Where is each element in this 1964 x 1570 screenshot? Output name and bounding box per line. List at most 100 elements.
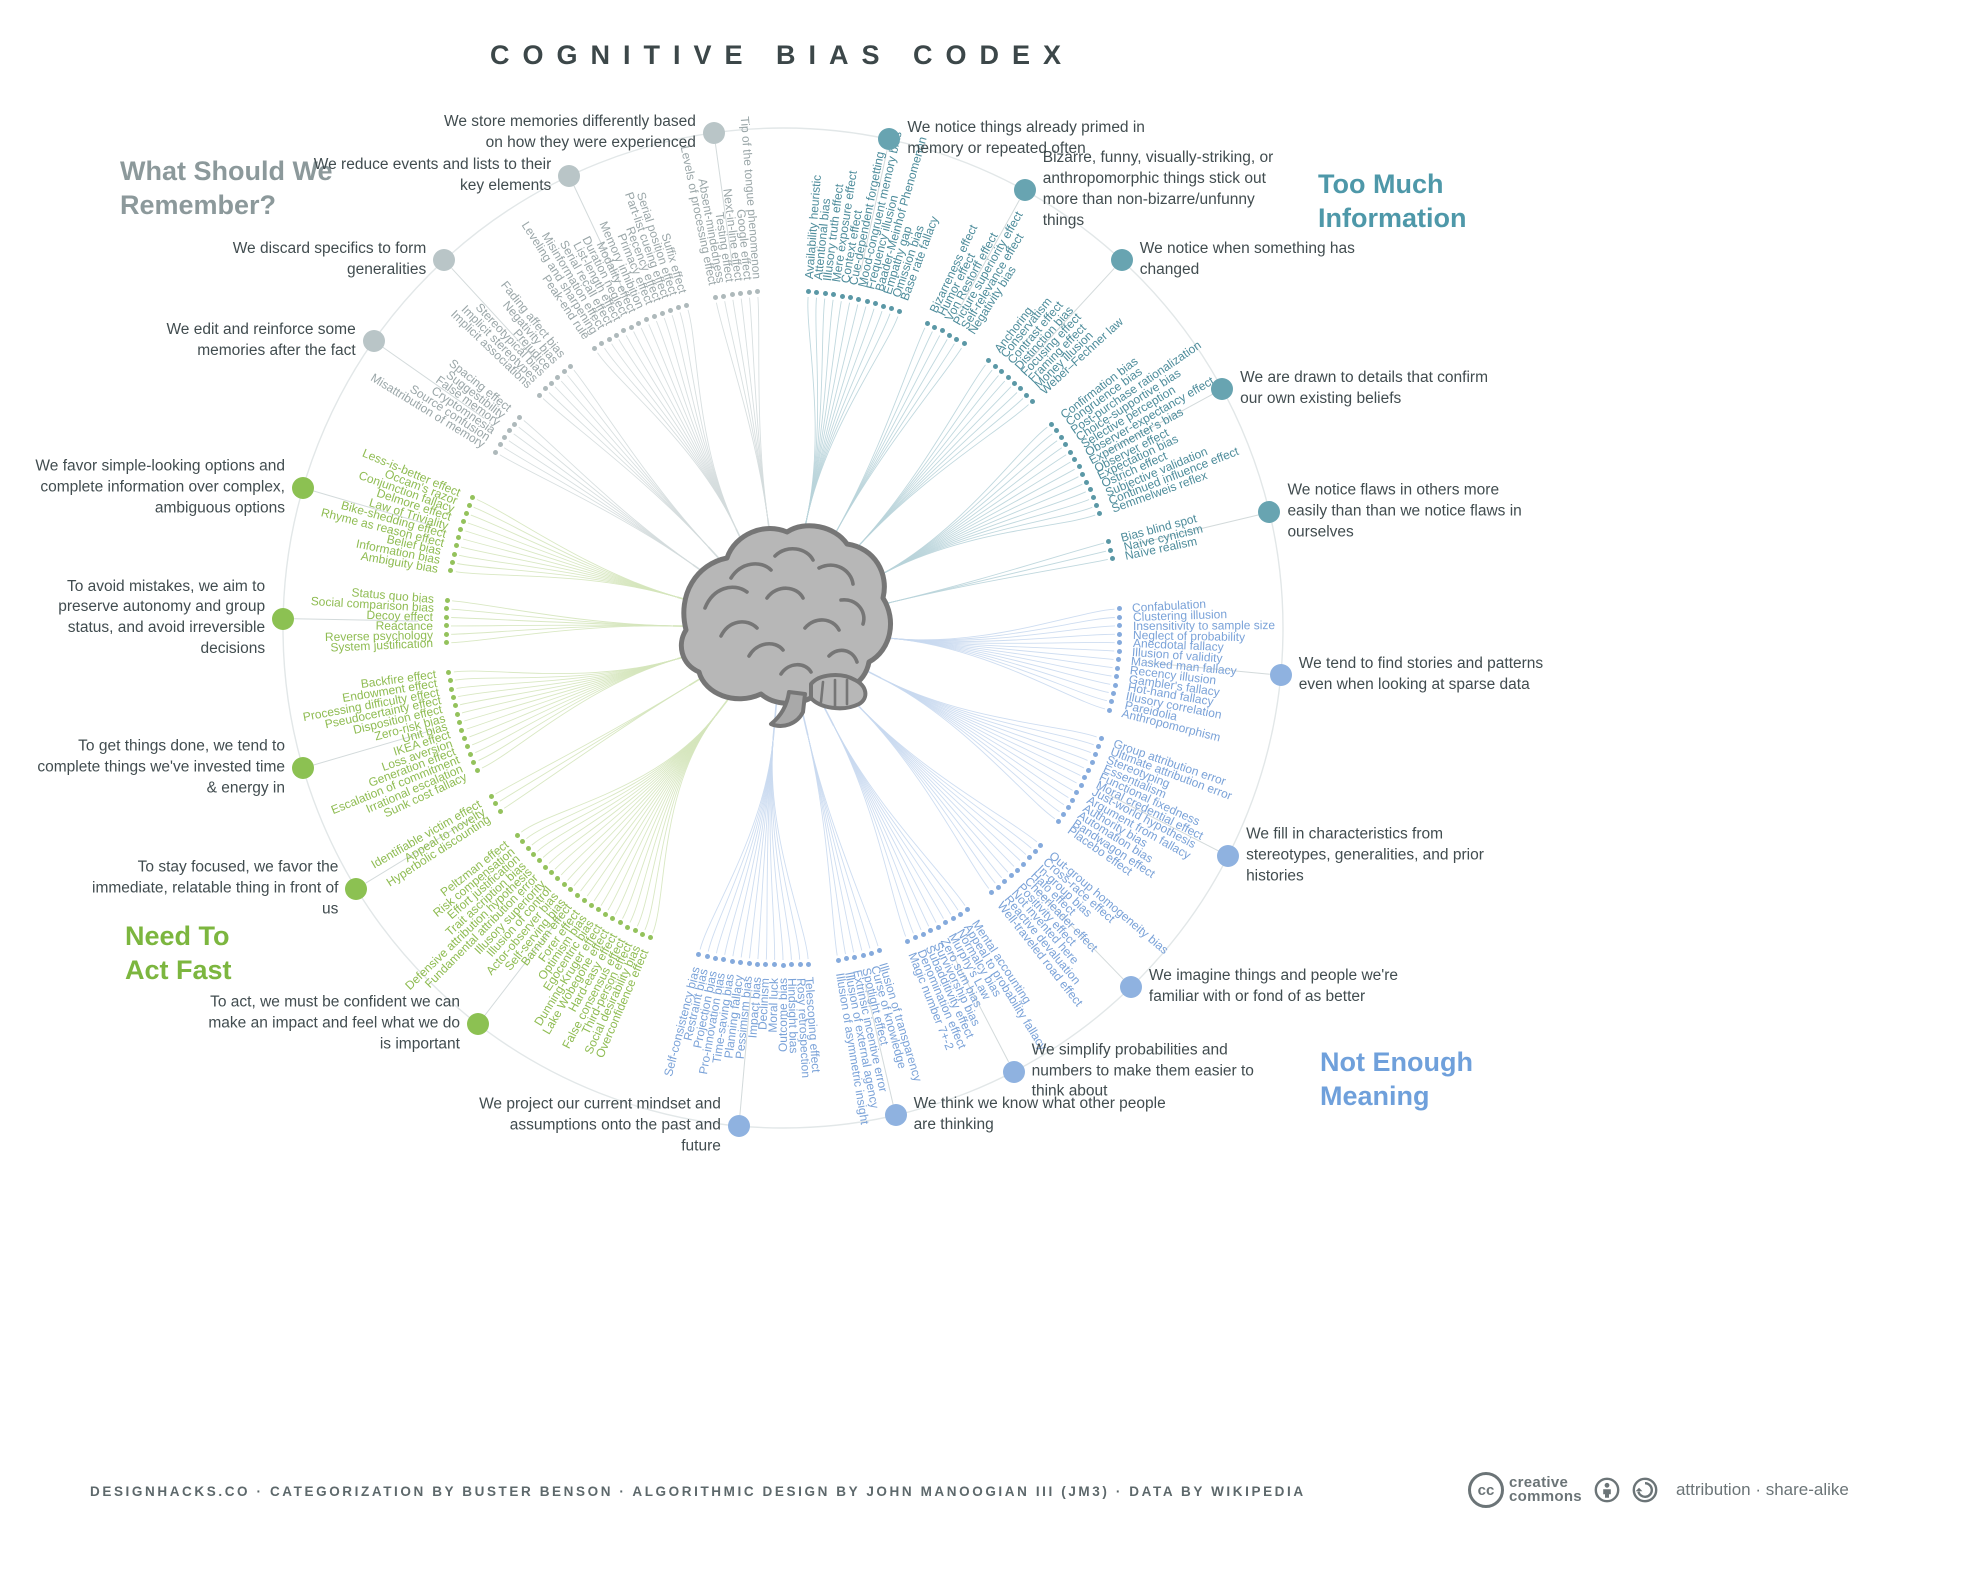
bias-dot	[520, 839, 526, 845]
bias-dot	[1082, 775, 1088, 781]
bias-dot	[1117, 623, 1123, 629]
bias-dot	[954, 336, 960, 342]
bias-dot	[1068, 449, 1073, 455]
cluster-annotation: We store memories differently based on h…	[443, 112, 696, 151]
creative-commons-logo: cc creative commons	[1468, 1472, 1582, 1508]
quadrant-heading-not-enough-meaning: Not Enough Meaning	[1320, 1047, 1473, 1111]
bias-dot	[455, 535, 461, 541]
bias-dot	[1117, 640, 1123, 646]
bias-dot	[1011, 380, 1017, 386]
bias-dot	[797, 962, 803, 968]
bias-dot	[704, 953, 710, 959]
bias-dot	[814, 290, 820, 296]
bias-dot	[581, 897, 587, 903]
bias-dot	[1116, 606, 1122, 612]
bias-dot	[652, 313, 658, 319]
page-title: COGNITIVE BIAS CODEX	[489, 40, 1075, 70]
bias-dot	[667, 307, 673, 313]
bias-dot	[453, 543, 459, 549]
bias-dot	[1074, 790, 1080, 796]
bias-dot	[965, 907, 971, 913]
bias-dot	[1095, 744, 1101, 750]
bias-dot	[755, 961, 760, 967]
bias-dot	[986, 358, 992, 364]
bias-dot	[1056, 819, 1062, 825]
bias-dot	[555, 374, 561, 380]
bias-dot	[640, 931, 646, 937]
cluster-annotation-dot	[466, 1013, 489, 1036]
bias-dot	[451, 551, 457, 557]
bias-dot	[763, 962, 769, 968]
bias-dot	[961, 341, 967, 347]
bias-dot	[1109, 699, 1115, 705]
bias-dot	[525, 845, 531, 851]
bias-dot	[1117, 614, 1123, 620]
cluster-annotation: We reduce events and lists to their key …	[313, 156, 552, 194]
bias-dot	[1097, 510, 1103, 516]
bias-dot	[932, 324, 938, 330]
bias-dot	[1038, 842, 1044, 848]
bias-dot	[555, 876, 561, 882]
bias-dot	[1008, 873, 1014, 879]
bias-dot	[872, 301, 878, 307]
bias-dot	[469, 495, 475, 501]
bias-dot	[1087, 487, 1093, 493]
cluster-annotation-dot	[1217, 844, 1240, 867]
bias-dot	[912, 935, 918, 941]
bias-dot	[856, 297, 862, 303]
bias-dot	[1018, 386, 1024, 392]
bias-dot	[738, 291, 744, 297]
bias-dot	[466, 502, 472, 508]
bias-dot	[1113, 674, 1119, 680]
bias-dot	[1117, 631, 1123, 637]
bias-dot	[474, 767, 480, 773]
quadrant-heading-what-should-we-remember: What Should We Remember?	[120, 156, 333, 220]
bias-dot	[721, 957, 727, 963]
bias-dot	[492, 801, 498, 807]
bias-dot	[831, 292, 837, 298]
bias-dot	[1111, 690, 1117, 696]
bias-dot	[648, 935, 654, 941]
bias-dot	[1115, 665, 1121, 671]
bias-dot	[449, 560, 455, 565]
cluster-annotation-dot	[878, 128, 901, 151]
bias-dot	[839, 293, 845, 299]
bias-dot	[852, 954, 858, 960]
bias-dot	[448, 568, 454, 574]
cluster-annotation-dot	[1119, 976, 1142, 999]
quadrant-heading-need-to-act-fast: Need To Act Fast	[125, 921, 232, 985]
bias-dot	[454, 711, 460, 717]
bias-dot	[471, 759, 477, 765]
bias-dot	[1070, 797, 1076, 803]
cluster-annotation-dot	[1013, 179, 1036, 202]
cluster-annotation-dot	[702, 121, 725, 144]
bias-dot	[636, 320, 642, 326]
cluster-annotation: We simplify probabilities and numbers to…	[1031, 1041, 1254, 1101]
bias-dot	[632, 928, 638, 934]
bias-dot	[621, 328, 627, 334]
bias-dot	[1005, 374, 1011, 380]
bias-dot	[943, 920, 949, 926]
cluster-annotation: We project our current mindset and assum…	[479, 1095, 721, 1155]
cluster-annotation-dot	[558, 164, 581, 187]
bias-dot	[617, 920, 623, 926]
cluster-annotation: We think we know what other people are t…	[913, 1095, 1166, 1134]
cluster-annotation: Bizarre, funny, visually-striking, or an…	[1042, 149, 1274, 230]
bias-dot	[1098, 736, 1104, 742]
bias-dot	[996, 884, 1002, 890]
credits-line: DESIGNHACKS.CO · CATEGORIZATION BY BUSTE…	[90, 1484, 1306, 1499]
bias-dot	[729, 292, 735, 298]
bias-dot	[1063, 442, 1069, 448]
bias-dot	[625, 924, 631, 930]
bias-dot	[860, 952, 866, 958]
bias-dot	[876, 948, 882, 954]
bias-dot	[835, 957, 841, 963]
cluster-annotation: To get things done, we tend to complete …	[37, 737, 285, 797]
bias-dot	[712, 955, 718, 961]
bias-dot	[459, 728, 465, 734]
bias-dot	[1091, 495, 1097, 501]
bias-dot	[848, 295, 854, 301]
bias-dot	[606, 336, 612, 342]
bias-dot	[864, 299, 870, 305]
bias-dot	[497, 808, 503, 814]
